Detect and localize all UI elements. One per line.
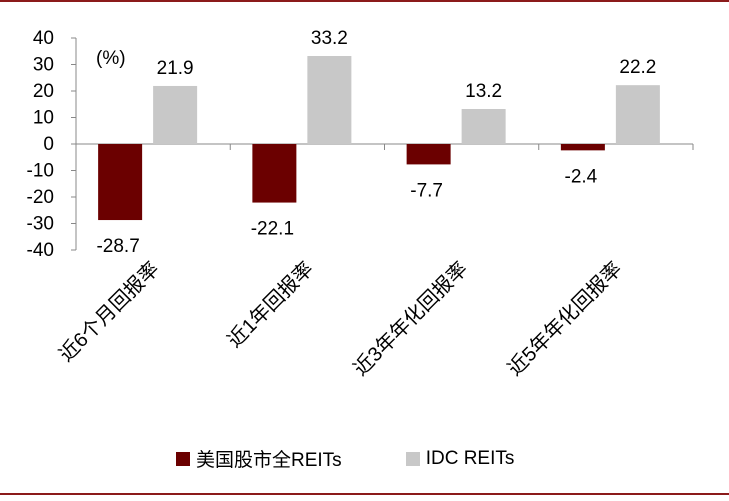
x-category-label: 近3年年化回报率 xyxy=(349,257,472,380)
data-label: -28.7 xyxy=(96,236,139,257)
y-tick-label: 10 xyxy=(33,108,54,129)
bottom-border xyxy=(0,493,729,495)
x-category-label: 近1年回报率 xyxy=(223,257,318,352)
bar-idc-reits xyxy=(153,85,198,144)
bar-us-reits xyxy=(560,144,605,151)
data-label: 13.2 xyxy=(465,81,502,102)
data-label: 33.2 xyxy=(311,28,348,49)
y-tick-label: 20 xyxy=(33,81,54,102)
bar-idc-reits xyxy=(615,85,660,144)
y-tick-label: 40 xyxy=(33,28,54,49)
bar-idc-reits xyxy=(461,109,506,144)
data-label: 22.2 xyxy=(619,57,656,78)
y-tick-label: -20 xyxy=(27,187,54,208)
y-tick-label: -40 xyxy=(27,240,54,261)
y-tick-label: 0 xyxy=(43,134,54,155)
legend-label-us-reits: 美国股市全REITs xyxy=(196,450,342,471)
y-tick-label: -10 xyxy=(27,161,54,182)
y-tick-label: -30 xyxy=(27,214,54,235)
top-border xyxy=(0,0,729,2)
legend-swatch-us-reits xyxy=(176,451,190,466)
data-label: -22.1 xyxy=(251,219,294,240)
data-label: -7.7 xyxy=(410,180,443,201)
data-label: 21.9 xyxy=(157,58,194,79)
data-label: -2.4 xyxy=(565,166,598,187)
legend-swatch-idc-reits xyxy=(405,451,420,466)
unit-label: (%) xyxy=(96,48,126,69)
legend-label-idc-reits: IDC REITs xyxy=(425,447,515,469)
legend: 美国股市全REITs IDC REITs xyxy=(176,445,578,472)
legend-item-us-reits: 美国股市全REITs xyxy=(176,445,342,472)
x-category-label: 近5年年化回报率 xyxy=(503,257,626,380)
x-category-label: 近6个月回报率 xyxy=(55,257,164,366)
bar-us-reits xyxy=(406,144,451,165)
bar-idc-reits xyxy=(307,56,352,144)
bar-us-reits xyxy=(252,144,297,203)
legend-item-idc-reits: IDC REITs xyxy=(405,447,515,470)
bar-chart: 40 30 20 10 0 -10 -20 -30 -40 (%) -28.7 -22.1 -7.7 -2… xyxy=(27,28,694,380)
y-tick-label: 30 xyxy=(33,55,54,76)
bar-us-reits xyxy=(98,144,143,221)
